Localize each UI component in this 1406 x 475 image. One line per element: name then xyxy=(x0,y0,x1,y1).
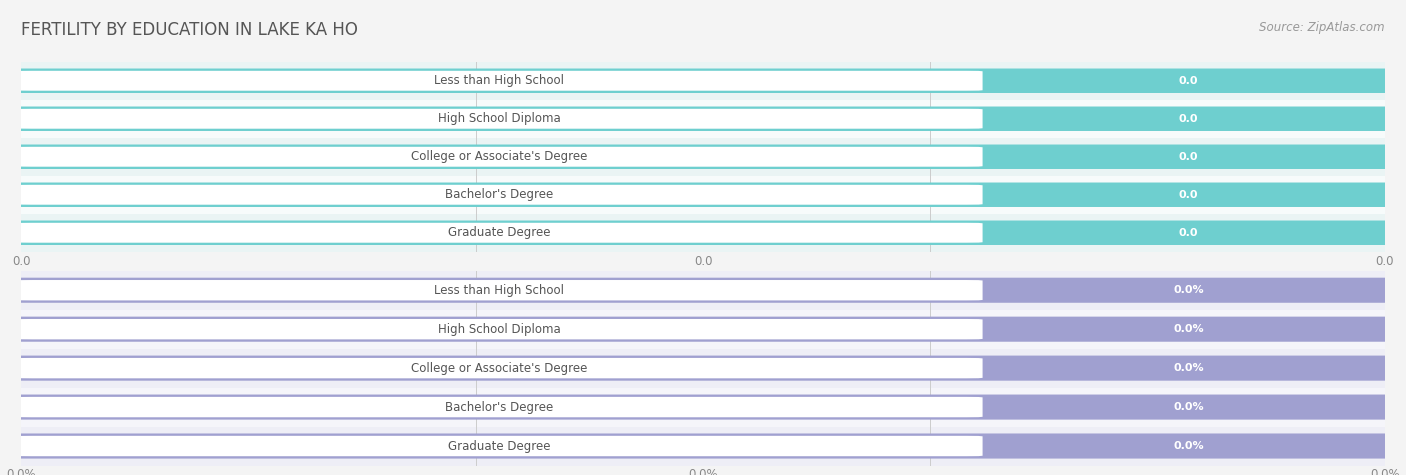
Text: High School Diploma: High School Diploma xyxy=(437,323,561,336)
Text: 0.0%: 0.0% xyxy=(1173,324,1204,334)
Bar xyxy=(21,388,1385,427)
FancyBboxPatch shape xyxy=(4,144,1402,169)
FancyBboxPatch shape xyxy=(15,109,983,129)
Text: 0.0: 0.0 xyxy=(1178,228,1198,238)
Text: High School Diploma: High School Diploma xyxy=(437,112,561,125)
FancyBboxPatch shape xyxy=(4,68,1402,93)
FancyBboxPatch shape xyxy=(15,436,983,456)
FancyBboxPatch shape xyxy=(4,220,1402,245)
Text: 0.0%: 0.0% xyxy=(1173,285,1204,295)
FancyBboxPatch shape xyxy=(4,106,1402,131)
Bar xyxy=(21,310,1385,349)
FancyBboxPatch shape xyxy=(15,280,983,300)
Text: College or Associate's Degree: College or Associate's Degree xyxy=(411,150,588,163)
Bar xyxy=(21,214,1385,252)
FancyBboxPatch shape xyxy=(4,278,1402,303)
FancyBboxPatch shape xyxy=(15,147,983,167)
FancyBboxPatch shape xyxy=(15,397,983,417)
Bar xyxy=(21,349,1385,388)
Text: FERTILITY BY EDUCATION IN LAKE KA HO: FERTILITY BY EDUCATION IN LAKE KA HO xyxy=(21,21,359,39)
FancyBboxPatch shape xyxy=(4,356,1402,380)
FancyBboxPatch shape xyxy=(4,182,1402,207)
FancyBboxPatch shape xyxy=(15,185,983,205)
Text: Graduate Degree: Graduate Degree xyxy=(449,226,550,239)
Bar xyxy=(21,176,1385,214)
Bar xyxy=(21,138,1385,176)
Text: Less than High School: Less than High School xyxy=(434,74,564,87)
Text: 0.0: 0.0 xyxy=(1178,152,1198,162)
Text: Bachelor's Degree: Bachelor's Degree xyxy=(444,188,553,201)
FancyBboxPatch shape xyxy=(15,71,983,91)
Text: 0.0%: 0.0% xyxy=(1173,441,1204,451)
FancyBboxPatch shape xyxy=(4,395,1402,419)
FancyBboxPatch shape xyxy=(4,317,1402,342)
Text: Source: ZipAtlas.com: Source: ZipAtlas.com xyxy=(1260,21,1385,34)
Text: 0.0: 0.0 xyxy=(1178,190,1198,200)
Text: 0.0%: 0.0% xyxy=(1173,363,1204,373)
Bar xyxy=(21,62,1385,100)
Text: 0.0%: 0.0% xyxy=(1173,402,1204,412)
Text: 0.0: 0.0 xyxy=(1178,114,1198,124)
FancyBboxPatch shape xyxy=(15,223,983,243)
Text: Bachelor's Degree: Bachelor's Degree xyxy=(444,400,553,414)
Bar xyxy=(21,427,1385,466)
FancyBboxPatch shape xyxy=(4,434,1402,458)
FancyBboxPatch shape xyxy=(15,319,983,339)
Bar xyxy=(21,271,1385,310)
Text: Less than High School: Less than High School xyxy=(434,284,564,297)
Text: 0.0: 0.0 xyxy=(1178,76,1198,86)
Text: Graduate Degree: Graduate Degree xyxy=(449,439,550,453)
FancyBboxPatch shape xyxy=(15,358,983,378)
Bar xyxy=(21,100,1385,138)
Text: College or Associate's Degree: College or Associate's Degree xyxy=(411,361,588,375)
